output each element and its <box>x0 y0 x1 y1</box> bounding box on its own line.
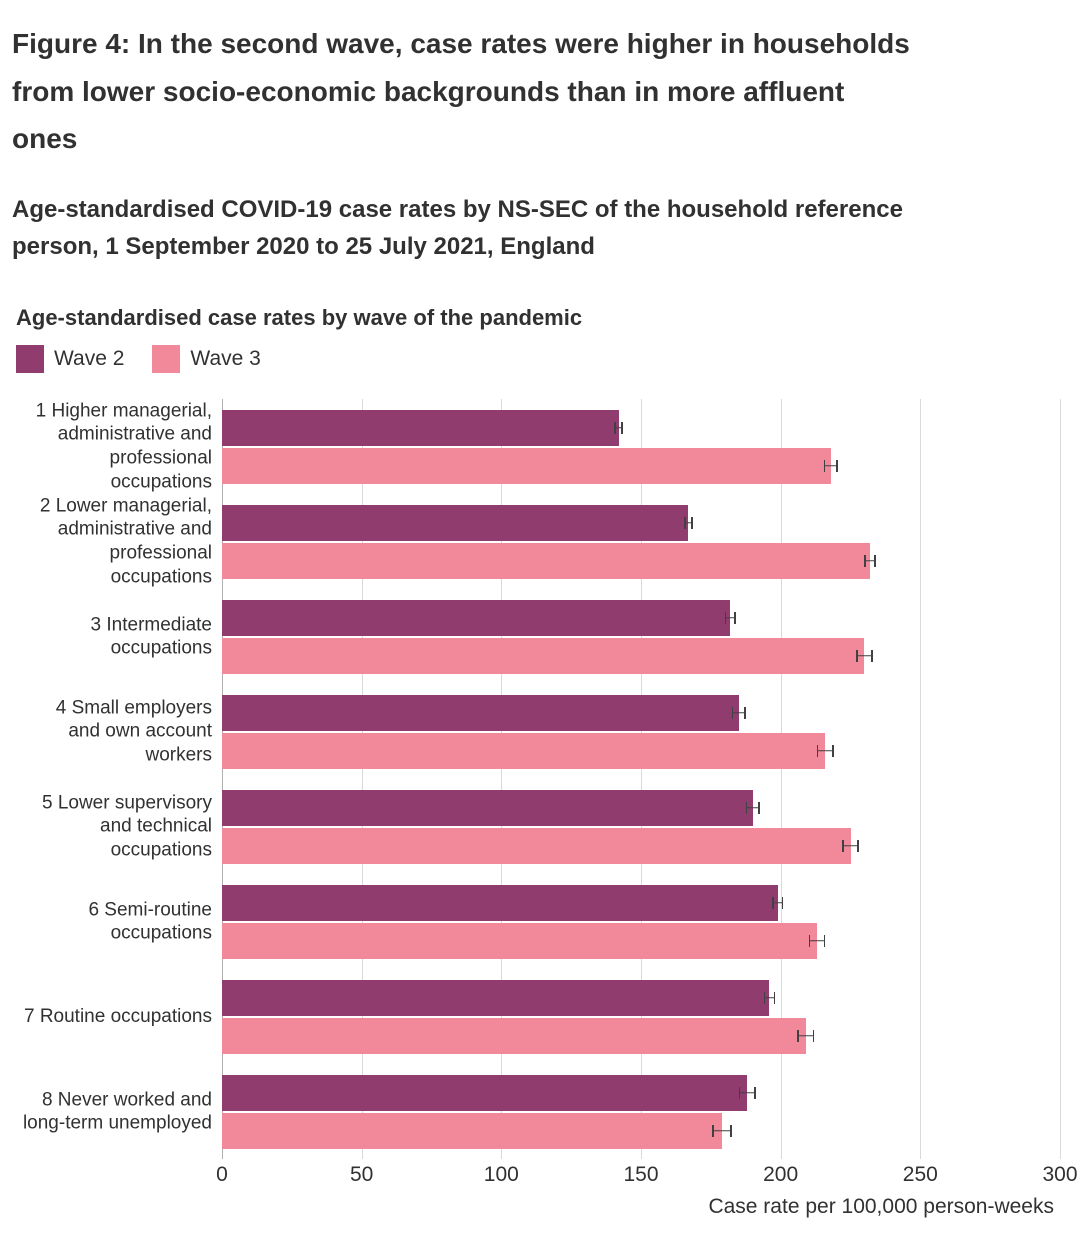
error-bar <box>772 897 783 909</box>
chart-legend: Wave 2 Wave 3 <box>12 345 1060 373</box>
error-bar <box>712 1125 732 1137</box>
error-bar <box>856 650 873 662</box>
legend-item-wave2: Wave 2 <box>16 345 124 373</box>
legend-swatch <box>16 345 44 373</box>
error-bar <box>842 840 859 852</box>
bar-wave3 <box>222 543 870 579</box>
bar-wave3 <box>222 1113 722 1149</box>
error-bar <box>725 612 736 624</box>
category-row: 3 Intermediate occupations <box>222 589 1060 684</box>
legend-label: Wave 2 <box>54 347 124 371</box>
category-row: 7 Routine occupations <box>222 969 1060 1064</box>
error-bar <box>864 555 875 567</box>
figure-title: Figure 4: In the second wave, case rates… <box>12 20 912 163</box>
error-bar <box>746 802 760 814</box>
bar-wave2 <box>222 505 688 541</box>
x-tick-label: 50 <box>350 1163 373 1187</box>
error-bar <box>764 992 775 1004</box>
bar-wave2 <box>222 600 730 636</box>
category-label: 6 Semi-routine occupations <box>22 898 222 946</box>
error-bar <box>817 745 834 757</box>
x-tick-label: 100 <box>484 1163 519 1187</box>
x-tick-label: 0 <box>216 1163 228 1187</box>
x-axis-label: Case rate per 100,000 person-weeks <box>222 1195 1060 1219</box>
x-tick-label: 300 <box>1042 1163 1077 1187</box>
x-tick-label: 200 <box>763 1163 798 1187</box>
bar-wave2 <box>222 1075 747 1111</box>
error-bar <box>739 1087 756 1099</box>
category-label: 5 Lower supervisory and technical occupa… <box>22 791 222 862</box>
bar-wave3 <box>222 448 831 484</box>
chart-title: Age-standardised case rates by wave of t… <box>12 305 1060 331</box>
bar-wave2 <box>222 695 739 731</box>
categories: 1 Higher managerial, administrative and … <box>222 399 1060 1159</box>
gridline <box>1060 399 1061 1159</box>
error-bar <box>614 422 622 434</box>
error-bar <box>809 935 826 947</box>
legend-swatch <box>152 345 180 373</box>
bar-wave2 <box>222 410 619 446</box>
bar-wave3 <box>222 638 864 674</box>
error-bar <box>684 517 692 529</box>
legend-label: Wave 3 <box>190 347 260 371</box>
x-tick-label: 150 <box>623 1163 658 1187</box>
x-axis: 050100150200250300 <box>222 1163 1060 1193</box>
error-bar <box>797 1030 814 1042</box>
category-row: 6 Semi-routine occupations <box>222 874 1060 969</box>
bar-wave2 <box>222 980 769 1016</box>
category-label: 3 Intermediate occupations <box>22 613 222 661</box>
error-bar <box>732 707 746 719</box>
bar-chart: 1 Higher managerial, administrative and … <box>12 399 1060 1219</box>
legend-item-wave3: Wave 3 <box>152 345 260 373</box>
bar-wave3 <box>222 733 825 769</box>
category-row: 5 Lower supervisory and technical occupa… <box>222 779 1060 874</box>
category-label: 2 Lower managerial, administrative and p… <box>22 494 222 589</box>
category-label: 7 Routine occupations <box>22 1005 222 1029</box>
category-label: 8 Never worked and long-term unemployed <box>22 1088 222 1136</box>
x-tick-label: 250 <box>903 1163 938 1187</box>
figure-subtitle: Age-standardised COVID-19 case rates by … <box>12 191 912 265</box>
category-row: 1 Higher managerial, administrative and … <box>222 399 1060 494</box>
category-row: 4 Small employers and own account worker… <box>222 684 1060 779</box>
category-row: 8 Never worked and long-term unemployed <box>222 1064 1060 1159</box>
category-label: 4 Small employers and own account worker… <box>22 696 222 767</box>
bar-wave2 <box>222 790 753 826</box>
category-label: 1 Higher managerial, administrative and … <box>22 399 222 494</box>
plot-area: 1 Higher managerial, administrative and … <box>222 399 1060 1159</box>
bar-wave3 <box>222 828 851 864</box>
error-bar <box>824 460 838 472</box>
bar-wave3 <box>222 1018 806 1054</box>
bar-wave3 <box>222 923 817 959</box>
category-row: 2 Lower managerial, administrative and p… <box>222 494 1060 589</box>
bar-wave2 <box>222 885 778 921</box>
